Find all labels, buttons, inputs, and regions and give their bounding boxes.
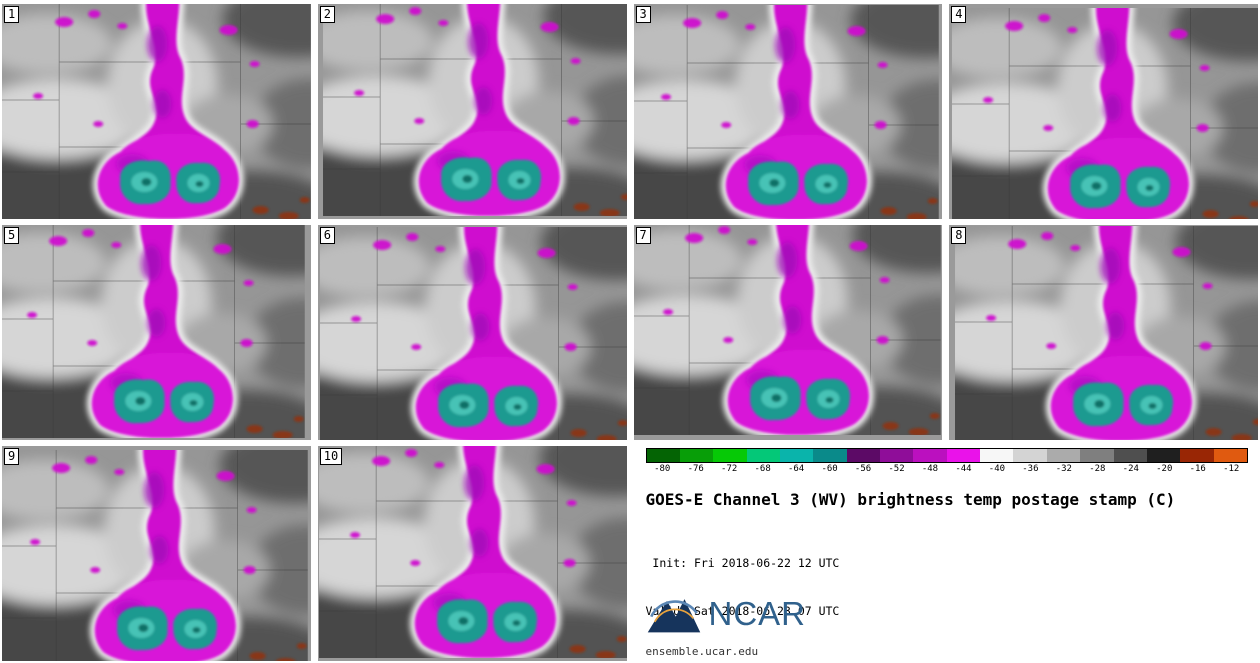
wv-satellite-image (2, 446, 311, 661)
colorbar-segment (679, 449, 714, 462)
panel-number-badge: 7 (635, 227, 651, 244)
panel-number-badge: 10 (319, 448, 343, 465)
map-panel-4: 4 (949, 4, 1258, 219)
wv-satellite-image (949, 4, 1258, 219)
colorbar-tick-label: -40 (988, 464, 1006, 474)
colorbar-tick-label: -28 (1089, 464, 1106, 474)
colorbar-segment (1146, 449, 1181, 462)
colorbar-segment (1080, 449, 1114, 462)
wv-satellite-image (2, 225, 311, 440)
panel-number-badge: 6 (319, 227, 335, 244)
map-panel-2: 2 (317, 4, 627, 219)
wv-satellite-image (634, 225, 943, 440)
colorbar-tick-label: -68 (754, 464, 771, 474)
product-title: GOES-E Channel 3 (WV) brightness temp po… (645, 490, 1176, 509)
colorbar-tick-label: -60 (821, 464, 838, 474)
map-panel-7: 7 (633, 225, 943, 440)
panel-number-badge: 4 (951, 6, 967, 23)
map-panel-3: 3 (633, 4, 943, 219)
colorbar-tick-label: -20 (1156, 464, 1173, 474)
wv-satellite-image (318, 446, 627, 661)
wv-satellite-image (318, 225, 627, 440)
colorbar-segment (779, 449, 814, 462)
colorbar-segment (1180, 449, 1214, 462)
colorbar-segment (913, 449, 947, 462)
map-panel-6: 6 (317, 225, 627, 440)
ncar-logo-icon (647, 599, 700, 633)
ncar-brand: NCAR (646, 593, 807, 635)
panel-number-badge: 1 (4, 6, 20, 23)
wv-satellite-image (2, 4, 311, 219)
colorbar-tick-label: -44 (955, 464, 972, 474)
colorbar-segment (1013, 449, 1047, 462)
colorbar-tick-label: -64 (787, 464, 805, 474)
colorbar (645, 448, 1248, 463)
init-time: Init: Fri 2018-06-22 12 UTC (645, 556, 840, 571)
site-url: ensemble.ucar.edu (645, 645, 759, 658)
wv-satellite-image (949, 225, 1258, 440)
map-panel-8: 8 (949, 225, 1258, 440)
colorbar-segment (880, 449, 914, 462)
colorbar-tick-label: -48 (921, 464, 939, 474)
colorbar-tick-label: -16 (1189, 464, 1206, 474)
map-panel-10: 10 (317, 446, 627, 661)
panel-number-badge: 9 (4, 448, 20, 465)
colorbar-segment (713, 449, 747, 462)
wv-satellite-image (634, 4, 943, 219)
colorbar-tick-label: -80 (654, 464, 671, 474)
colorbar-segment (746, 449, 780, 462)
map-panel-9: 9 (2, 446, 311, 661)
wv-satellite-image (318, 4, 627, 219)
colorbar-segment (646, 449, 680, 462)
panel-number-badge: 2 (319, 6, 335, 23)
map-panel-5: 5 (2, 225, 311, 440)
legend-and-info: -80 -76 -72 -68 -64 -60 -56 -52 -48 -44 -40 -36 -32 -… (633, 446, 1258, 661)
colorbar-tick-label: -36 (1022, 464, 1039, 474)
ncar-wordmark: NCAR (708, 595, 807, 632)
panel-number-badge: 3 (635, 6, 651, 23)
colorbar-tick-label: -72 (721, 464, 738, 474)
time-info: Init: Fri 2018-06-22 12 UTC Valid: Sat 2… (646, 523, 1249, 652)
colorbar-segment (813, 449, 847, 462)
colorbar-segment (946, 449, 981, 462)
colorbar-tick-label: -76 (687, 464, 704, 474)
colorbar-segment (1213, 449, 1247, 462)
colorbar-tick-labels: -80 -76 -72 -68 -64 -60 -56 -52 -48 -44 -40 -36 -32 -… (646, 464, 1249, 474)
colorbar-segment (1046, 449, 1081, 462)
panel-number-badge: 5 (4, 227, 20, 244)
colorbar-wrap: -80 -76 -72 -68 -64 -60 -56 -52 -48 -44 -40 -36 -32 -… (645, 448, 1249, 474)
colorbar-tick-label: -24 (1122, 464, 1139, 474)
colorbar-tick-label: -56 (854, 464, 872, 474)
map-panel-1: 1 (2, 4, 311, 219)
colorbar-segment (1113, 449, 1147, 462)
colorbar-segment (846, 449, 881, 462)
colorbar-tick-label: -32 (1055, 464, 1072, 474)
panel-number-badge: 8 (951, 227, 967, 244)
colorbar-segment (980, 449, 1014, 462)
colorbar-tick-label: -12 (1223, 464, 1240, 474)
colorbar-tick-label: -52 (888, 464, 905, 474)
